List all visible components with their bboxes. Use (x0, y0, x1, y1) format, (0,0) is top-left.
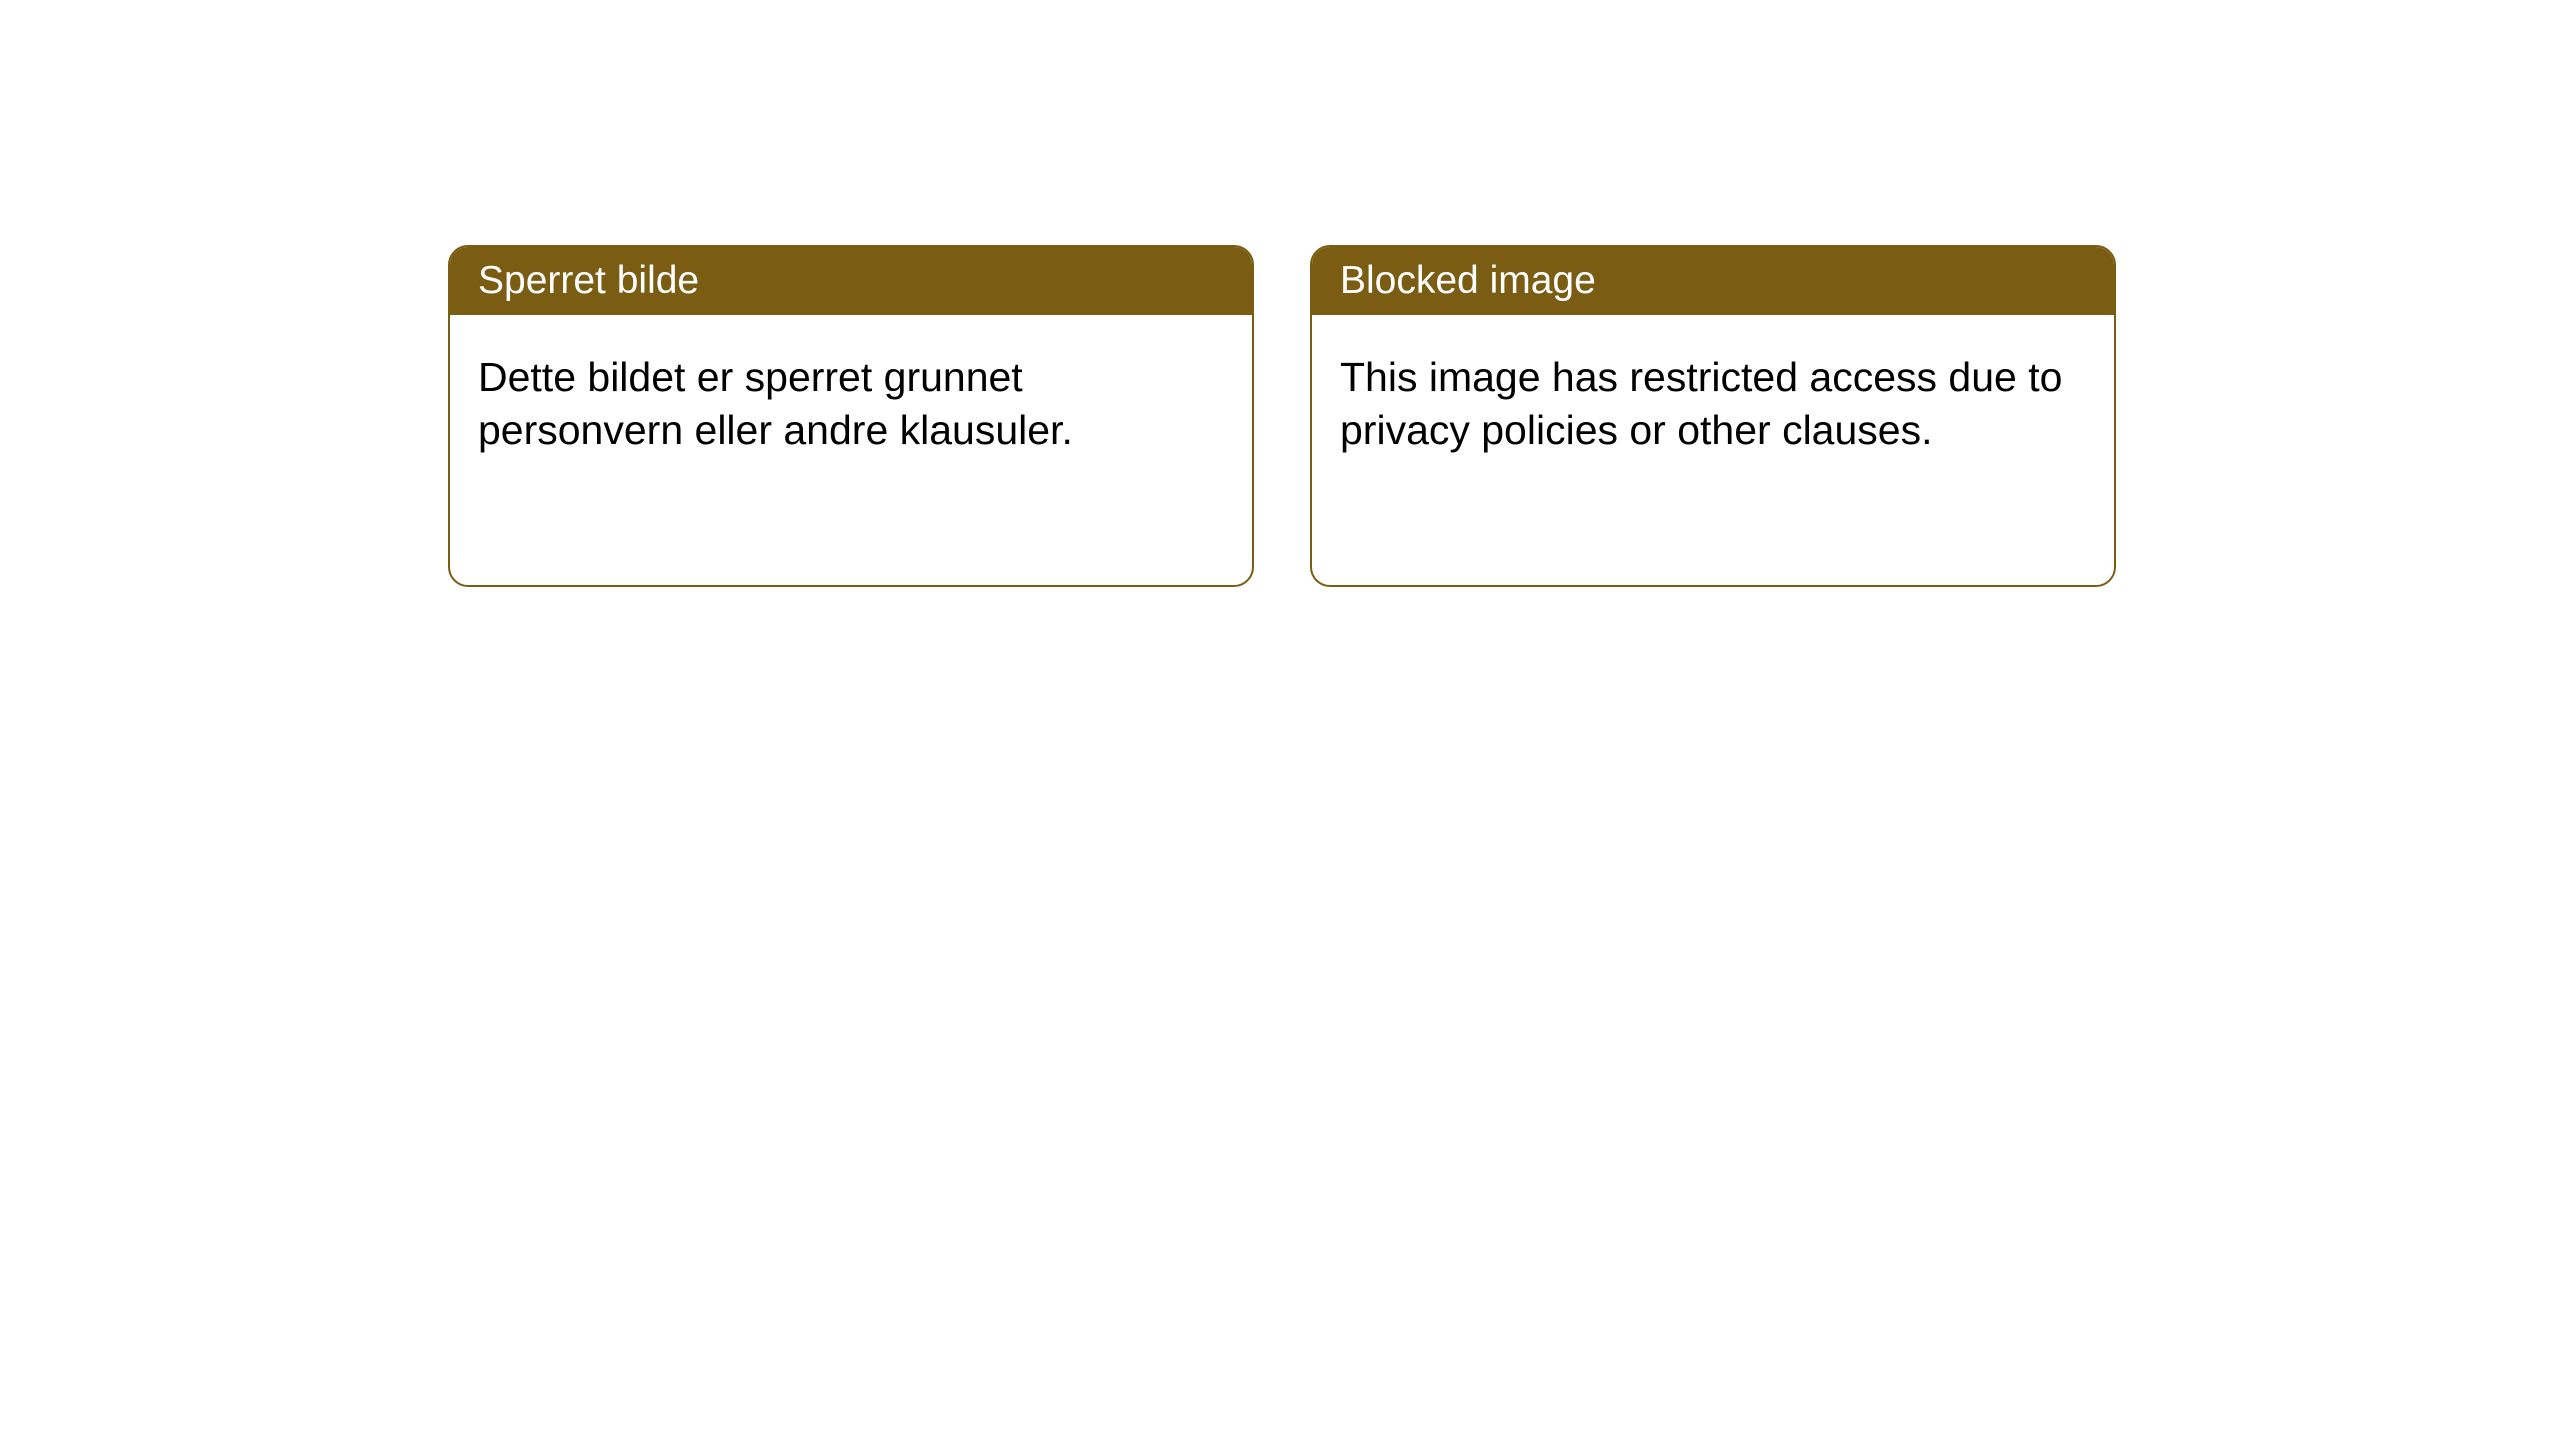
notice-header: Sperret bilde (450, 247, 1252, 315)
notice-title: Sperret bilde (478, 259, 699, 302)
notice-header: Blocked image (1312, 247, 2114, 315)
notice-title: Blocked image (1340, 259, 1596, 302)
notice-container: Sperret bilde Dette bildet er sperret gr… (448, 245, 2116, 587)
notice-text: This image has restricted access due to … (1340, 354, 2062, 453)
notice-body: This image has restricted access due to … (1312, 315, 2114, 585)
notice-body: Dette bildet er sperret grunnet personve… (450, 315, 1252, 585)
notice-card-english: Blocked image This image has restricted … (1310, 245, 2116, 587)
notice-card-norwegian: Sperret bilde Dette bildet er sperret gr… (448, 245, 1254, 587)
notice-text: Dette bildet er sperret grunnet personve… (478, 354, 1073, 453)
